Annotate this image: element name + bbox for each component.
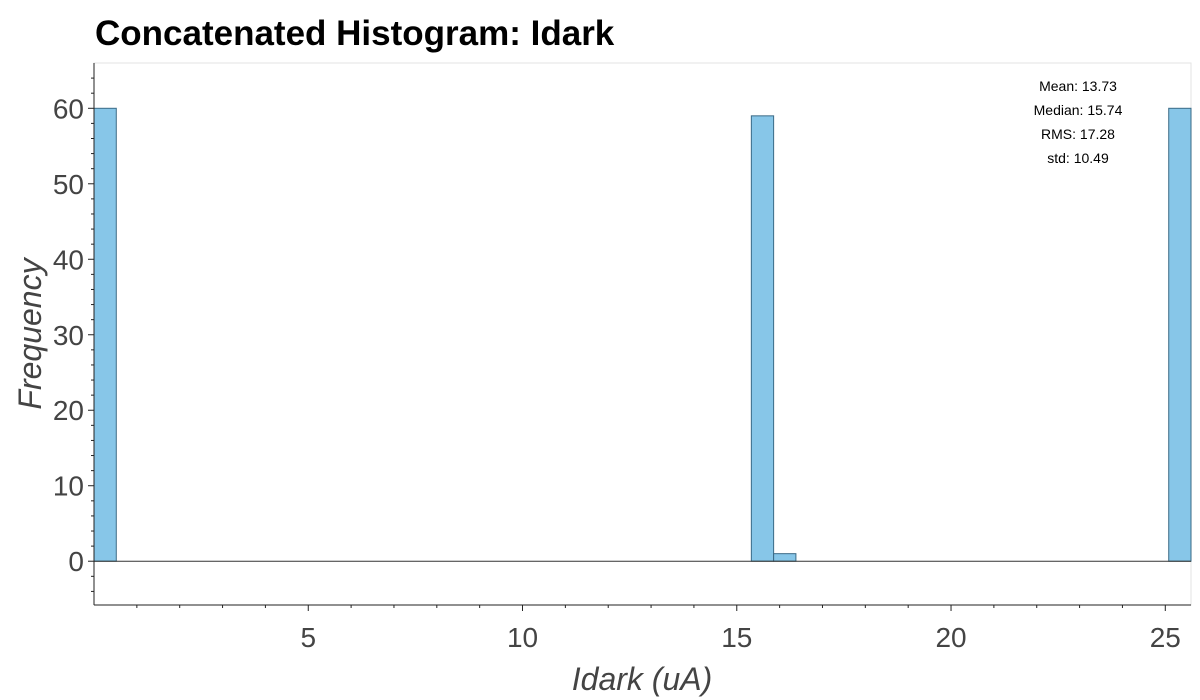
x-tick-label: 15: [721, 622, 752, 653]
stats-line: Mean: 13.73: [1039, 78, 1117, 94]
stats-line: Median: 15.74: [1034, 102, 1123, 118]
stats-line: std: 10.49: [1047, 150, 1109, 166]
histogram-bar-1: [750, 115, 775, 562]
y-tick-label: 10: [53, 471, 84, 502]
y-tick-label: 20: [53, 395, 84, 426]
chart-title: Concatenated Histogram: Idark: [95, 14, 615, 53]
y-axis-label: Frequency: [12, 256, 48, 409]
x-tick-label: 5: [300, 622, 316, 653]
x-axis-label: Idark (uA): [572, 661, 712, 697]
y-tick-label: 50: [53, 169, 84, 200]
x-tick-label: 25: [1150, 622, 1181, 653]
histogram-bar-2: [773, 553, 797, 562]
histogram-bar-0: [93, 107, 117, 562]
x-tick-label: 20: [935, 622, 966, 653]
y-tick-label: 60: [53, 93, 84, 124]
y-tick-label: 0: [68, 546, 84, 577]
plot-area: [93, 62, 1192, 606]
histogram-bar-3: [1168, 107, 1192, 562]
y-tick-label: 40: [53, 244, 84, 275]
stats-line: RMS: 17.28: [1041, 126, 1115, 142]
x-tick-label: 10: [507, 622, 538, 653]
y-tick-label: 30: [53, 320, 84, 351]
